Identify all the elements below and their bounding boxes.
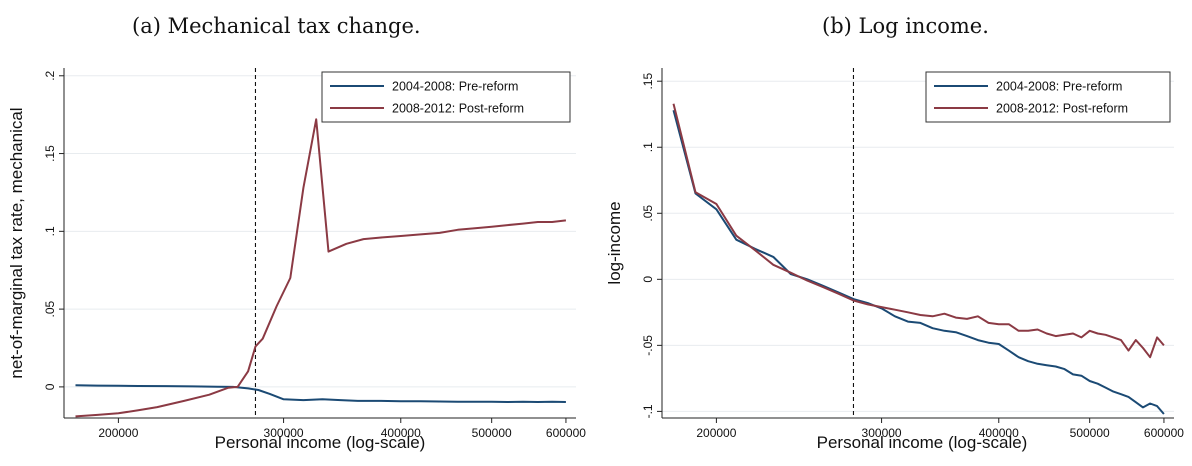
x-tick-label: 400000 (979, 426, 1019, 440)
y-tick-label: 0 (43, 383, 57, 390)
series-line-post-reform (75, 118, 567, 418)
legend-label-pre-reform: 2004-2008: Pre-reform (392, 80, 518, 94)
legend-label-post-reform: 2008-2012: Post-reform (996, 102, 1128, 116)
y-tick-label: .15 (641, 73, 655, 90)
panel-a-caption: (a) Mechanical tax change. (132, 14, 421, 38)
x-tick-label: 200000 (98, 426, 138, 440)
legend-box (925, 71, 1171, 123)
x-axis-title: Personal income (log-scale) (215, 433, 426, 452)
y-axis-title: net-of-marginal tax rate, mechanical (7, 107, 26, 378)
x-tick-label: 300000 (264, 426, 304, 440)
series-line-pre-reform (75, 384, 566, 403)
y-tick-label: .1 (641, 142, 655, 152)
x-tick-label: 400000 (381, 426, 421, 440)
x-tick-label: 200000 (696, 426, 736, 440)
y-tick-label: 0 (641, 276, 655, 283)
x-tick-label: 300000 (862, 426, 902, 440)
y-tick-label: .2 (43, 70, 57, 80)
x-tick-label: 600000 (546, 426, 586, 440)
y-tick-label: .05 (641, 205, 655, 222)
y-tick-label: .05 (43, 300, 57, 317)
legend-label-post-reform: 2008-2012: Post-reform (392, 102, 524, 116)
legend-box (321, 71, 571, 123)
y-tick-label: -.1 (641, 404, 655, 418)
y-tick-label: .15 (43, 145, 57, 162)
panel-b-caption: (b) Log income. (822, 14, 989, 38)
series-line-post-reform (672, 103, 1165, 359)
x-tick-label: 500000 (472, 426, 512, 440)
x-tick-label: 600000 (1144, 426, 1184, 440)
x-tick-label: 500000 (1070, 426, 1110, 440)
y-axis-title: log-income (605, 201, 624, 284)
legend-label-pre-reform: 2004-2008: Pre-reform (996, 80, 1122, 94)
x-axis-title: Personal income (log-scale) (817, 433, 1028, 452)
y-tick-label: .1 (43, 226, 57, 236)
panel-b-chart: -.1 -.05 0 .05 .1 .15 200000 300000 400000 500000… (605, 68, 1184, 452)
series-line-pre-reform (672, 110, 1165, 415)
panel-a-chart: 0 .05 .1 .15 .2 200000 300000 400000 500000 60000… (7, 68, 586, 452)
y-tick-label: -.05 (641, 335, 655, 356)
